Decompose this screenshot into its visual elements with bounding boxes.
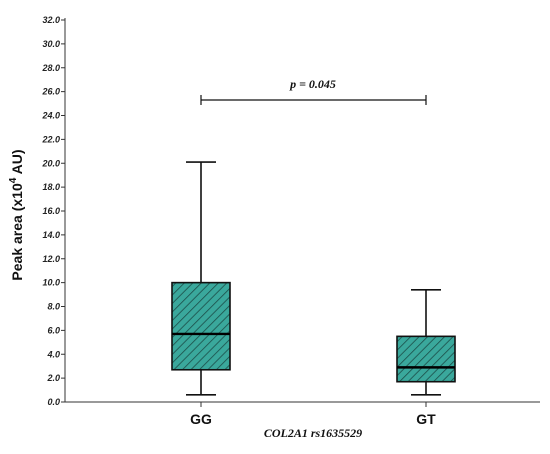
y-tick-label: 18.0 (42, 182, 60, 192)
y-tick-label: 30.0 (42, 39, 60, 49)
y-tick-label: 4.0 (46, 349, 60, 359)
y-tick-label: 32.0 (42, 15, 60, 25)
y-tick-label: 8.0 (47, 302, 60, 312)
iqr-box (396, 335, 456, 383)
x-tick-label: GT (416, 411, 436, 427)
x-axis-label: COL2A1 rs1635529 (264, 426, 362, 440)
y-tick-label: 20.0 (41, 158, 60, 168)
significance-bracket (200, 94, 427, 105)
y-tick-label: 22.0 (41, 134, 60, 144)
x-tick-label: GG (190, 411, 212, 427)
y-tick-label: 12.0 (42, 254, 60, 264)
y-tick-label: 16.0 (42, 206, 60, 216)
y-tick-label: 28.0 (41, 63, 60, 73)
y-tick-label: 2.0 (46, 373, 60, 383)
iqr-box (171, 281, 231, 371)
box-gg (171, 161, 231, 396)
y-tick-label: 14.0 (42, 230, 60, 240)
y-tick-label: 0.0 (47, 397, 60, 407)
y-tick-label: 10.0 (42, 278, 60, 288)
y-tick-label: 24.0 (41, 111, 60, 121)
y-tick-label: 26.0 (41, 87, 60, 97)
box-gt (396, 288, 456, 396)
y-axis-label: Peak area (x104 AU) (8, 149, 25, 280)
p-value-annotation: p = 0.045 (289, 77, 336, 91)
y-tick-label: 6.0 (47, 325, 60, 335)
